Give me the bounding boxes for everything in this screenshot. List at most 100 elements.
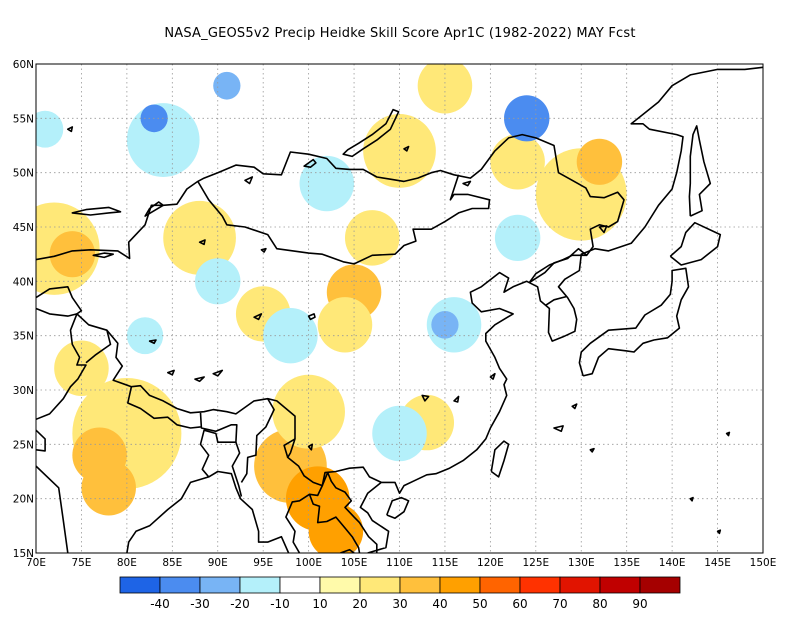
lake-outline [553,425,564,433]
country-border [36,307,87,421]
lat-label: 55N [13,113,34,125]
lake-outline [67,126,74,133]
lake-outline [198,239,206,246]
lon-label: 70E [26,557,46,569]
lon-label: 150E [750,557,777,569]
legend-label: 50 [472,597,487,611]
legend-box [359,576,401,594]
legend-box [119,576,161,594]
lon-label: 145E [704,557,731,569]
lon-label: 95E [253,557,273,569]
skill-patch-31 [494,214,541,261]
coastline [340,548,355,553]
skill-patch-25 [299,155,355,212]
legend-label: 70 [552,597,567,611]
skill-patch-8 [308,503,364,553]
legend-box [399,576,441,594]
legend-label: -40 [150,597,170,611]
lake-outline [194,376,205,383]
lake-outline [92,252,114,259]
skill-patch-17 [163,200,236,275]
country-border [545,295,567,306]
lake-outline [148,339,157,345]
skill-patch-4 [81,460,136,516]
lat-label: 25N [13,439,34,451]
lake-outline [462,180,472,187]
lake-outline [212,369,224,377]
country-border [127,386,201,429]
lake-outline [403,145,410,152]
longitude-labels: 70E 75E 80E 85E 90E 95E 100E 105E 110E 115E 120E 12… [26,557,776,569]
lon-label: 75E [71,557,91,569]
lat-label: 20N [13,494,34,506]
map-frame [35,63,764,554]
country-border [199,412,238,478]
coastline [386,496,410,519]
lon-label: 100E [295,557,322,569]
chart-title: NASA_GEOS5v2 Precip Heidke Skill Score A… [164,26,636,41]
country-border [283,438,296,458]
legend-labels: -40 -30 -20 -10 10 20 30 40 50 60 70 80 90 [150,597,647,611]
lake-outline [725,431,731,437]
legend-box [599,576,641,594]
skill-patch-15 [490,134,545,190]
lon-label: 115E [432,557,459,569]
lake-outline [453,395,460,403]
lake-outline [253,313,263,321]
lake-outline [307,313,316,321]
lon-label: 90E [208,557,228,569]
lon-label: 120E [477,557,504,569]
country-border [285,485,324,553]
legend-box [639,576,681,594]
lake-outline [489,372,496,380]
legend-label: -30 [190,597,210,611]
country-border [36,286,382,487]
lon-label: 110E [386,557,413,569]
skill-patch-11 [317,297,373,353]
legend-box [279,576,321,594]
lon-label: 80E [117,557,137,569]
country-border [36,429,46,452]
lake-outline [303,158,317,168]
country-border [85,330,112,364]
lake-outline [260,247,267,253]
lake-outline [342,108,400,158]
coastline [688,125,712,217]
legend-label: -20 [230,597,250,611]
country-border [231,441,243,497]
lake-outline [167,369,175,376]
legend-label: 60 [512,597,527,611]
skill-patch-28 [263,307,318,364]
lon-label: 130E [568,557,595,569]
legend-label: 80 [592,597,607,611]
legend-box [319,576,361,594]
lake-outline [571,403,578,410]
lon-label: 125E [522,557,549,569]
country-border [528,254,587,283]
skill-patch-13 [576,138,623,185]
lon-label: 105E [341,557,368,569]
lake-outline [716,529,722,535]
legend-label: 20 [352,597,367,611]
lake-outline [421,394,430,402]
country-border [240,398,275,483]
lat-label: 45N [13,222,34,234]
lake-outline [244,176,254,185]
legend-box [199,576,241,594]
skill-patch-32 [36,110,64,148]
skill-patch-27 [431,310,459,339]
country-border [36,133,625,284]
country-border [197,174,491,265]
coastline [669,221,722,266]
legend-label: 30 [392,597,407,611]
skill-patch-16 [417,64,473,114]
geography-lines [36,66,763,553]
legend-box [519,576,561,594]
legend-label: 10 [312,597,327,611]
legend-label: -10 [270,597,290,611]
country-border [321,471,378,553]
skill-patch-24 [213,71,241,100]
lat-label: 35N [13,331,34,343]
coastline [126,470,290,553]
